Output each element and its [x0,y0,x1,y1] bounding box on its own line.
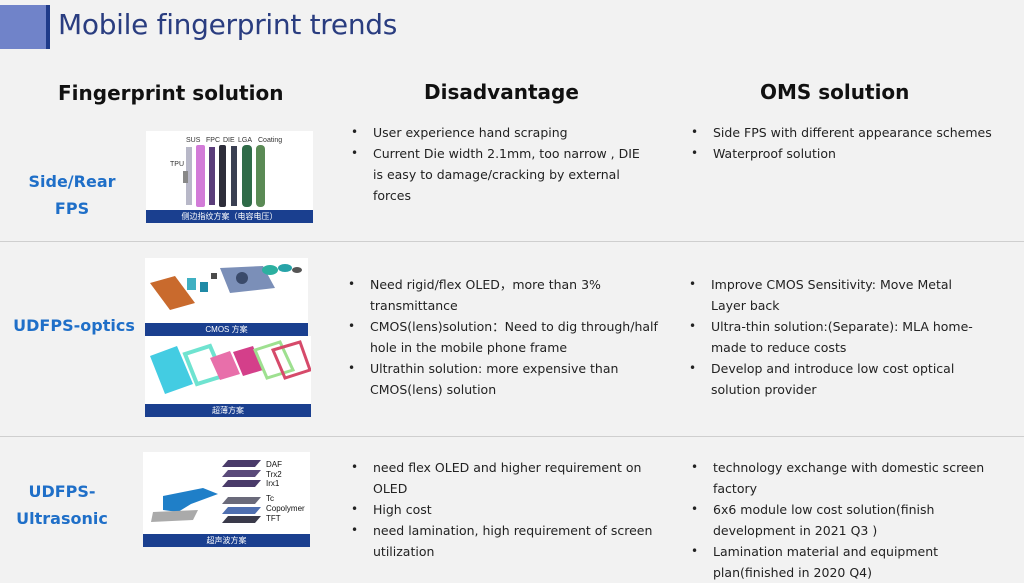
side-fps-oms: Side FPS with different appearance schem… [688,122,998,164]
column-header-disadvantage: Disadvantage [424,80,579,104]
bullet-item: Develop and introduce low cost optical s… [686,358,986,400]
ultrasonic-label-copolymer: Copolymer [266,504,305,513]
udfps-ultrasonic-disadvantages: need flex OLED and higher requirement on… [348,457,658,562]
bullet-item: Lamination material and equipment plan(f… [688,541,1013,583]
bullet-item: technology exchange with domestic screen… [688,457,1013,499]
bullet-item: CMOS(lens)solution：Need to dig through/h… [345,316,660,358]
bullet-item: Ultrathin solution: more expensive than … [345,358,660,400]
title-bar: Mobile fingerprint trends [0,0,1024,56]
title-accent-block [0,5,46,49]
side-fps-label-lga: LGA [238,137,253,144]
bullet-item: High cost [348,499,658,520]
bullet-item: 6x6 module low cost solution(finish deve… [688,499,1013,541]
ultrasonic-label-irx1: Irx1 [266,479,280,488]
side-fps-label-die: DIE [223,137,235,144]
row-label-line-1: UDFPS- [28,482,96,501]
udfps-ultrasonic-oms: technology exchange with domestic screen… [688,457,1013,583]
row-divider-1 [0,241,1024,242]
column-header-oms: OMS solution [760,80,910,104]
ultrathin-exploded-illustration [150,340,311,394]
row-label-udfps-ultrasonic: UDFPS- Ultrasonic [10,478,114,532]
cmos-caption: CMOS 方案 [145,323,308,336]
side-fps-label-tpu: TPU [170,161,184,168]
side-fps-image: SUS FPC DIE LGA Coating TPU 侧边指纹方案（电容电压） [146,131,313,223]
bullet-item: Need rigid/flex OLED，more than 3% transm… [345,274,660,316]
cmos-exploded-illustration [150,264,302,310]
side-fps-label-fpc: FPC [206,137,220,144]
side-fps-layer-illustration [183,145,265,207]
side-fps-caption: 侧边指纹方案（电容电压） [146,210,313,223]
bullet-item: Side FPS with different appearance schem… [688,122,998,143]
row-divider-2 [0,436,1024,437]
bullet-item: Ultra-thin solution:(Separate): MLA home… [686,316,986,358]
slide-title: Mobile fingerprint trends [58,8,398,41]
side-fps-label-coating: Coating [258,137,283,144]
ultrasonic-label-daf: DAF [266,460,282,469]
bullet-item: need flex OLED and higher requirement on… [348,457,658,499]
ultrasonic-label-tc: Tc [266,494,274,503]
bullet-item: Waterproof solution [688,143,998,164]
side-fps-disadvantages: User experience hand scraping Current Di… [348,122,648,206]
column-header-solution: Fingerprint solution [58,81,284,105]
ultrathin-caption: 超薄方案 [145,404,311,417]
bullet-item: User experience hand scraping [348,122,648,143]
udfps-optics-oms: Improve CMOS Sensitivity: Move Metal Lay… [686,274,986,400]
bullet-item: need lamination, high requirement of scr… [348,520,658,562]
row-label-udfps-optics: UDFPS-optics [13,316,135,335]
udfps-optics-disadvantages: Need rigid/flex OLED，more than 3% transm… [345,274,660,400]
bullet-item: Current Die width 2.1mm, too narrow , DI… [348,143,648,206]
ultrasonic-image: DAF Trx2 Irx1 Tc Copolymer TFT 超声波方案 [143,452,310,547]
title-accent-line [46,5,50,49]
ultrathin-solution-image: 超薄方案 [145,336,311,417]
ultrasonic-layer-illustration [151,460,261,523]
row-label-line-2: Ultrasonic [16,509,108,528]
ultrasonic-label-trx2: Trx2 [266,470,282,479]
ultrasonic-caption: 超声波方案 [143,534,310,547]
row-label-side-rear-fps: Side/Rear FPS [28,172,116,218]
side-fps-label-sus: SUS [186,137,201,144]
cmos-solution-image: CMOS 方案 [145,258,308,336]
ultrasonic-label-tft: TFT [266,514,281,523]
bullet-item: Improve CMOS Sensitivity: Move Metal Lay… [686,274,986,316]
